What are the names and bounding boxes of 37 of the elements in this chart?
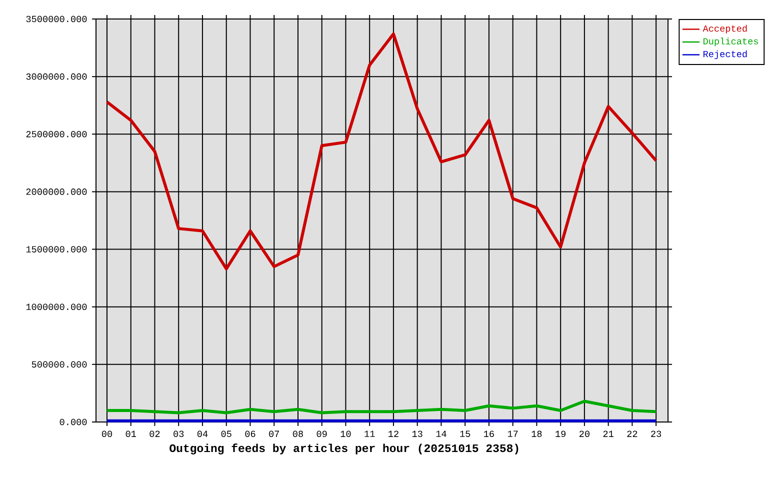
line-series <box>105 32 658 270</box>
x-tick-label: 14 <box>436 430 446 437</box>
y-tick-label: 3500000.000 <box>26 16 87 22</box>
x-tick-label: 16 <box>484 430 494 438</box>
x-tick-label: 13 <box>412 430 422 438</box>
x-tick-label: 17 <box>508 430 518 437</box>
x-tick-label: 01 <box>126 430 136 438</box>
y-tick-label: 500000.000 <box>32 361 87 368</box>
x-tick-label: 00 <box>102 430 112 438</box>
x-tick-label: 19 <box>556 430 566 438</box>
x-axis-title: Outgoing feeds by articles per hour (20251015 2358) <box>170 444 518 454</box>
x-tick-label: 04 <box>197 430 208 438</box>
x-tick-label: 06 <box>245 430 256 438</box>
x-tick-label: 07 <box>269 430 279 438</box>
legend-label: Accepted <box>702 24 747 34</box>
x-tick-label: 12 <box>388 430 398 437</box>
x-tick-label: 10 <box>340 430 351 438</box>
y-tick-label: 1000000.000 <box>26 304 87 310</box>
x-tick-label: 05 <box>221 430 232 438</box>
x-tick-label: 18 <box>532 430 542 438</box>
y-tick-label: 3000000.000 <box>26 73 87 80</box>
y-tick-label: 2500000.000 <box>26 130 87 138</box>
x-tick-label: 11 <box>364 430 375 437</box>
x-tick-label: 09 <box>316 430 327 438</box>
x-tick-label: 03 <box>174 430 184 438</box>
x-tick-label: 20 <box>580 430 590 438</box>
x-tick-label: 15 <box>460 430 470 437</box>
x-tick-label: 08 <box>292 430 303 438</box>
y-tick-label: 0.000 <box>60 418 87 426</box>
x-tick-label: 21 <box>603 430 614 437</box>
legend-label: Duplicates <box>704 38 758 46</box>
x-tick-label: 22 <box>627 430 638 437</box>
x-tick-label: 02 <box>150 430 160 438</box>
legend-label: Rejected <box>704 50 747 60</box>
y-tick-label: 2000000.000 <box>26 188 87 195</box>
y-tick-label: 1500000.000 <box>26 246 87 252</box>
x-tick-label: 23 <box>651 430 662 438</box>
